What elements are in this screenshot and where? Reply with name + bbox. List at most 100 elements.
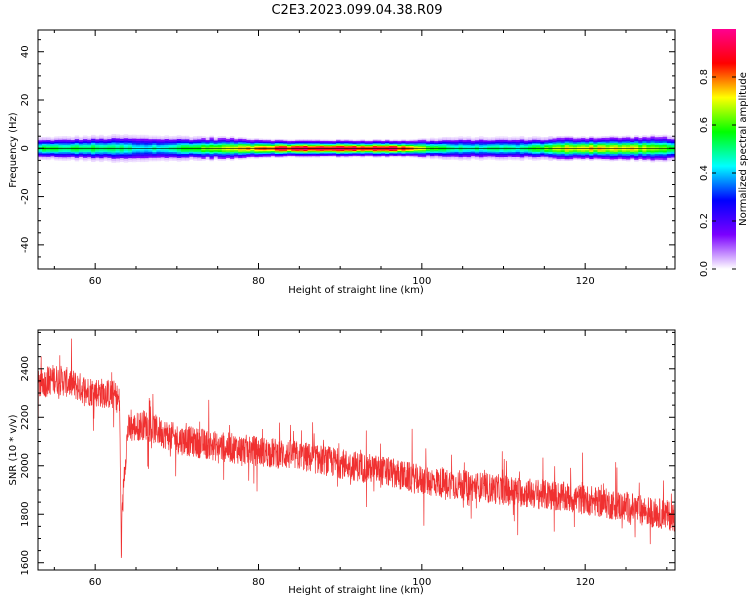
heatmap-cell	[585, 137, 590, 139]
heatmap-cell	[209, 135, 214, 138]
heatmap-cell	[503, 139, 508, 142]
heatmap-cell	[197, 135, 202, 138]
heatmap-cell	[58, 143, 63, 146]
heatmap-cell	[91, 152, 96, 155]
heatmap-cell	[421, 138, 427, 141]
heatmap-cell	[364, 144, 370, 147]
heatmap-cell	[617, 148, 623, 151]
heatmap-cell	[483, 153, 488, 156]
heatmap-cell	[344, 147, 349, 149]
heatmap-cell	[262, 148, 267, 150]
heatmap-cell	[381, 144, 386, 147]
heatmap-cell	[74, 151, 80, 155]
heatmap-cell	[58, 139, 63, 142]
heatmap-cell	[556, 144, 561, 147]
heatmap-cell	[58, 144, 63, 147]
heatmap-cell	[626, 141, 631, 144]
heatmap-cell	[180, 150, 186, 153]
heatmap-cell	[234, 155, 239, 158]
heatmap-cell	[319, 145, 325, 148]
heatmap-cell	[605, 139, 610, 142]
heatmap-cell	[148, 150, 153, 153]
heatmap-cell	[356, 144, 361, 147]
heatmap-cell	[229, 151, 235, 154]
heatmap-cell	[638, 155, 643, 158]
heatmap-cell	[487, 138, 492, 141]
heatmap-cell	[168, 151, 174, 154]
heatmap-cell	[168, 137, 174, 140]
heatmap-cell	[180, 157, 186, 160]
heatmap-cell	[160, 141, 165, 144]
heatmap-cell	[589, 155, 594, 158]
heatmap-cell	[470, 152, 476, 155]
heatmap-cell	[642, 144, 647, 147]
heatmap-cell	[107, 153, 112, 156]
heatmap-cell	[405, 150, 410, 153]
heatmap-cell	[462, 156, 468, 159]
heatmap-cell	[503, 153, 508, 156]
heatmap-cell	[332, 153, 337, 155]
heatmap-cell	[348, 149, 353, 152]
heatmap-cell	[421, 142, 427, 145]
heatmap-cell	[634, 144, 639, 147]
heatmap-cell	[107, 148, 112, 151]
heatmap-cell	[438, 139, 443, 141]
heatmap-cell	[274, 138, 280, 141]
heatmap-cell	[670, 153, 676, 156]
heatmap-cell	[258, 138, 263, 141]
heatmap-cell	[189, 151, 194, 154]
heatmap-cell	[136, 159, 141, 162]
heatmap-cell	[425, 146, 431, 149]
heatmap-cell	[209, 150, 214, 153]
heatmap-cell	[278, 145, 284, 148]
heatmap-cell	[119, 159, 125, 162]
heatmap-cell	[213, 143, 218, 146]
heatmap-cell	[283, 148, 288, 150]
heatmap-cell	[315, 153, 321, 155]
heatmap-cell	[287, 147, 292, 149]
heatmap-cell	[103, 146, 108, 149]
heatmap-cell	[666, 142, 672, 145]
heatmap-cell	[556, 135, 561, 139]
heatmap-cell	[348, 150, 353, 153]
heatmap-cell	[62, 151, 67, 154]
heatmap-cell	[638, 143, 643, 146]
heatmap-cell	[589, 137, 594, 140]
heatmap-cell	[58, 136, 63, 139]
heatmap-cell	[646, 151, 651, 154]
heatmap-cell	[303, 141, 308, 144]
heatmap-cell	[417, 138, 423, 141]
heatmap-cell	[176, 144, 182, 147]
heatmap-cell	[393, 148, 398, 150]
heatmap-cell	[311, 155, 316, 158]
heatmap-cell	[499, 153, 504, 156]
heatmap-cell	[234, 149, 239, 152]
heatmap-cell	[193, 141, 198, 144]
heatmap-cell	[311, 148, 316, 150]
heatmap-cell	[483, 157, 488, 160]
y-tick-label: 2200	[20, 405, 31, 430]
heatmap-cell	[638, 156, 643, 159]
heatmap-cell	[601, 151, 606, 154]
heatmap-cell	[483, 148, 488, 151]
heatmap-cell	[38, 149, 43, 152]
heatmap-cell	[229, 139, 235, 142]
heatmap-cell	[466, 153, 472, 156]
heatmap-cell	[548, 146, 553, 149]
heatmap-cell	[205, 158, 210, 161]
heatmap-cell	[336, 153, 341, 156]
heatmap-cell	[70, 136, 76, 139]
heatmap-cell	[319, 151, 325, 154]
heatmap-cell	[438, 154, 443, 157]
heatmap-cell	[544, 154, 549, 157]
heatmap-cell	[274, 140, 280, 142]
heatmap-cell	[470, 149, 476, 152]
heatmap-cell	[258, 146, 263, 149]
heatmap-cell	[646, 155, 651, 158]
heatmap-cell	[438, 155, 443, 158]
heatmap-cell	[528, 136, 533, 139]
heatmap-cell	[87, 141, 92, 144]
heatmap-cell	[336, 154, 341, 157]
heatmap-cell	[621, 144, 627, 147]
heatmap-cell	[38, 141, 43, 144]
